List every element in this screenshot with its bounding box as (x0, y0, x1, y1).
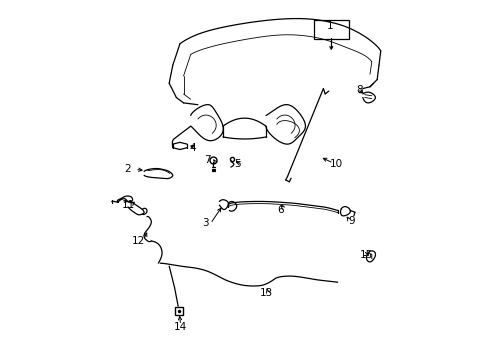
Text: 10: 10 (329, 159, 342, 169)
Text: 6: 6 (277, 206, 283, 216)
Text: 5: 5 (234, 159, 240, 169)
FancyBboxPatch shape (313, 20, 348, 39)
Text: 15: 15 (359, 250, 372, 260)
Text: 4: 4 (189, 143, 195, 153)
Text: 13: 13 (259, 288, 272, 298)
Text: 9: 9 (348, 216, 355, 226)
Text: 2: 2 (124, 164, 131, 174)
Text: 7: 7 (204, 155, 211, 165)
Text: 3: 3 (202, 218, 208, 228)
Text: 11: 11 (121, 200, 134, 210)
Text: 8: 8 (355, 85, 362, 95)
Text: 1: 1 (326, 21, 333, 31)
Text: 12: 12 (132, 236, 145, 246)
Text: 14: 14 (173, 322, 186, 332)
